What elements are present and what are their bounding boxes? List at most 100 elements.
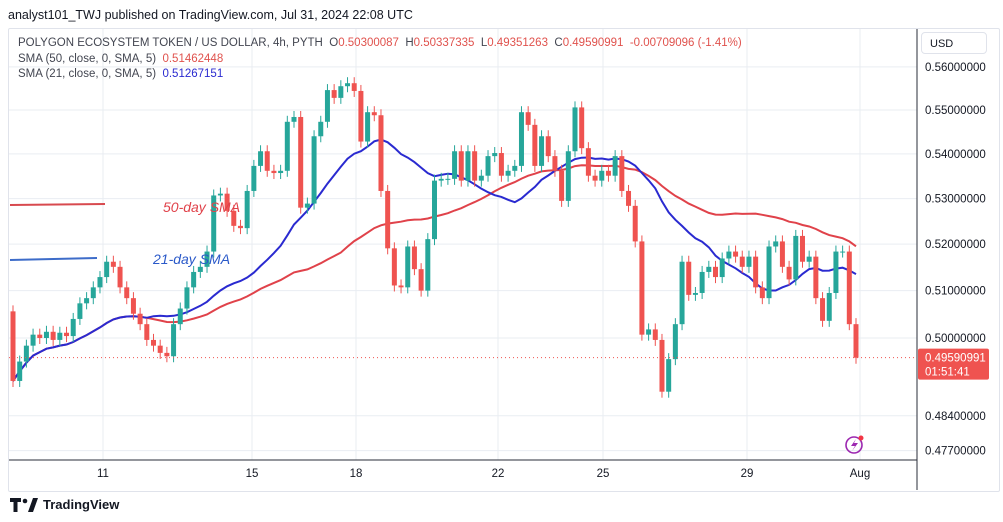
candle bbox=[759, 281, 765, 305]
candle-body bbox=[331, 90, 337, 98]
tradingview-logo[interactable]: TradingView bbox=[10, 497, 119, 512]
candle bbox=[365, 106, 371, 148]
candle-body bbox=[391, 248, 397, 286]
symbol-title[interactable]: POLYGON ECOSYSTEM TOKEN / US DOLLAR, 4h,… bbox=[18, 37, 323, 49]
candle-body bbox=[793, 235, 799, 280]
candle-body bbox=[171, 324, 177, 357]
candle bbox=[472, 145, 478, 187]
candle bbox=[271, 164, 277, 180]
candle bbox=[773, 235, 779, 253]
candle-body bbox=[278, 170, 284, 174]
candle-body bbox=[659, 339, 665, 392]
candle bbox=[151, 333, 156, 352]
candle-body bbox=[458, 151, 464, 181]
candle-body bbox=[713, 266, 718, 278]
candle bbox=[585, 142, 591, 182]
candle bbox=[231, 204, 237, 232]
price-tick-label: 0.48400000 bbox=[925, 411, 986, 423]
candle bbox=[438, 172, 444, 187]
candle-body bbox=[251, 165, 257, 191]
candle bbox=[385, 184, 391, 255]
candle-body bbox=[639, 241, 645, 335]
candle-body bbox=[626, 190, 632, 206]
candle bbox=[706, 260, 712, 278]
candle-body bbox=[820, 298, 826, 321]
candle-body bbox=[773, 241, 779, 247]
candle bbox=[559, 164, 565, 207]
candle-body bbox=[70, 318, 76, 337]
candle-body bbox=[672, 324, 678, 360]
candle bbox=[840, 245, 846, 258]
candle bbox=[191, 265, 197, 294]
sma21-value: 0.51267151 bbox=[162, 68, 224, 80]
candle bbox=[686, 255, 692, 301]
candle bbox=[713, 260, 718, 284]
candle bbox=[799, 229, 805, 268]
candle bbox=[57, 326, 63, 346]
candle-body bbox=[612, 156, 618, 176]
sma21-row[interactable]: SMA (21, close, 0, SMA, 5) 0.51267151 bbox=[18, 67, 742, 83]
candle-body bbox=[30, 334, 36, 346]
candle-body bbox=[632, 205, 638, 242]
candle-body bbox=[97, 277, 103, 288]
sma50-value: 0.51462448 bbox=[162, 52, 224, 65]
candle bbox=[492, 147, 498, 163]
candle-body bbox=[579, 107, 585, 149]
candle bbox=[304, 197, 310, 214]
candle bbox=[284, 115, 290, 177]
candle bbox=[204, 245, 210, 273]
sma21-annotation-text: 21-day SMA bbox=[152, 251, 230, 267]
candle-body bbox=[23, 345, 29, 362]
sma50-row[interactable]: SMA (50, close, 0, SMA, 5) 0.51462448 bbox=[18, 52, 742, 68]
candle bbox=[452, 145, 458, 185]
candle bbox=[291, 110, 297, 128]
candle bbox=[552, 150, 558, 177]
candle bbox=[612, 150, 618, 182]
candle bbox=[311, 130, 317, 210]
date-tick-label: 29 bbox=[741, 468, 754, 480]
candle-body bbox=[733, 251, 739, 257]
candle-body bbox=[545, 136, 551, 157]
candle-body bbox=[465, 151, 471, 181]
candle bbox=[331, 84, 337, 104]
last-price-label: 0.49590991 bbox=[925, 353, 986, 365]
lightning-icon[interactable] bbox=[845, 435, 864, 454]
candle bbox=[626, 184, 632, 212]
candle bbox=[264, 145, 270, 177]
candle-body bbox=[77, 303, 83, 319]
candle-body bbox=[345, 83, 351, 87]
candle bbox=[565, 145, 571, 207]
currency-button[interactable]: USD bbox=[921, 32, 987, 54]
candle-body bbox=[539, 136, 545, 166]
candle bbox=[719, 252, 725, 284]
candle-body bbox=[739, 256, 745, 267]
candle-body bbox=[211, 195, 217, 252]
sma50-annotation-text: 50-day SMA bbox=[163, 199, 240, 215]
candle-body bbox=[378, 115, 384, 191]
candle-body bbox=[779, 241, 785, 267]
high-value: 0.50337335 bbox=[413, 37, 475, 49]
candle bbox=[539, 130, 545, 172]
date-tick-label: 22 bbox=[492, 468, 505, 480]
candle bbox=[418, 263, 424, 297]
sma50-annotation-line bbox=[9, 203, 106, 206]
candle bbox=[826, 286, 832, 327]
candle-body bbox=[706, 266, 712, 272]
date-tick-label: 15 bbox=[246, 468, 259, 480]
candle bbox=[766, 240, 772, 305]
candle-body bbox=[291, 116, 297, 122]
candle bbox=[258, 145, 264, 172]
candle-body bbox=[559, 170, 565, 201]
candle-body bbox=[445, 178, 451, 180]
candle bbox=[405, 240, 411, 294]
low-value: 0.49351263 bbox=[487, 37, 548, 49]
candle-body bbox=[231, 210, 237, 226]
candle bbox=[130, 292, 136, 320]
candle bbox=[853, 318, 859, 364]
candle bbox=[217, 187, 223, 202]
candle-body bbox=[699, 271, 705, 293]
candle bbox=[465, 145, 471, 187]
sma21-label: SMA (21, close, 0, SMA, 5) bbox=[18, 68, 157, 80]
candle-body bbox=[351, 83, 357, 91]
